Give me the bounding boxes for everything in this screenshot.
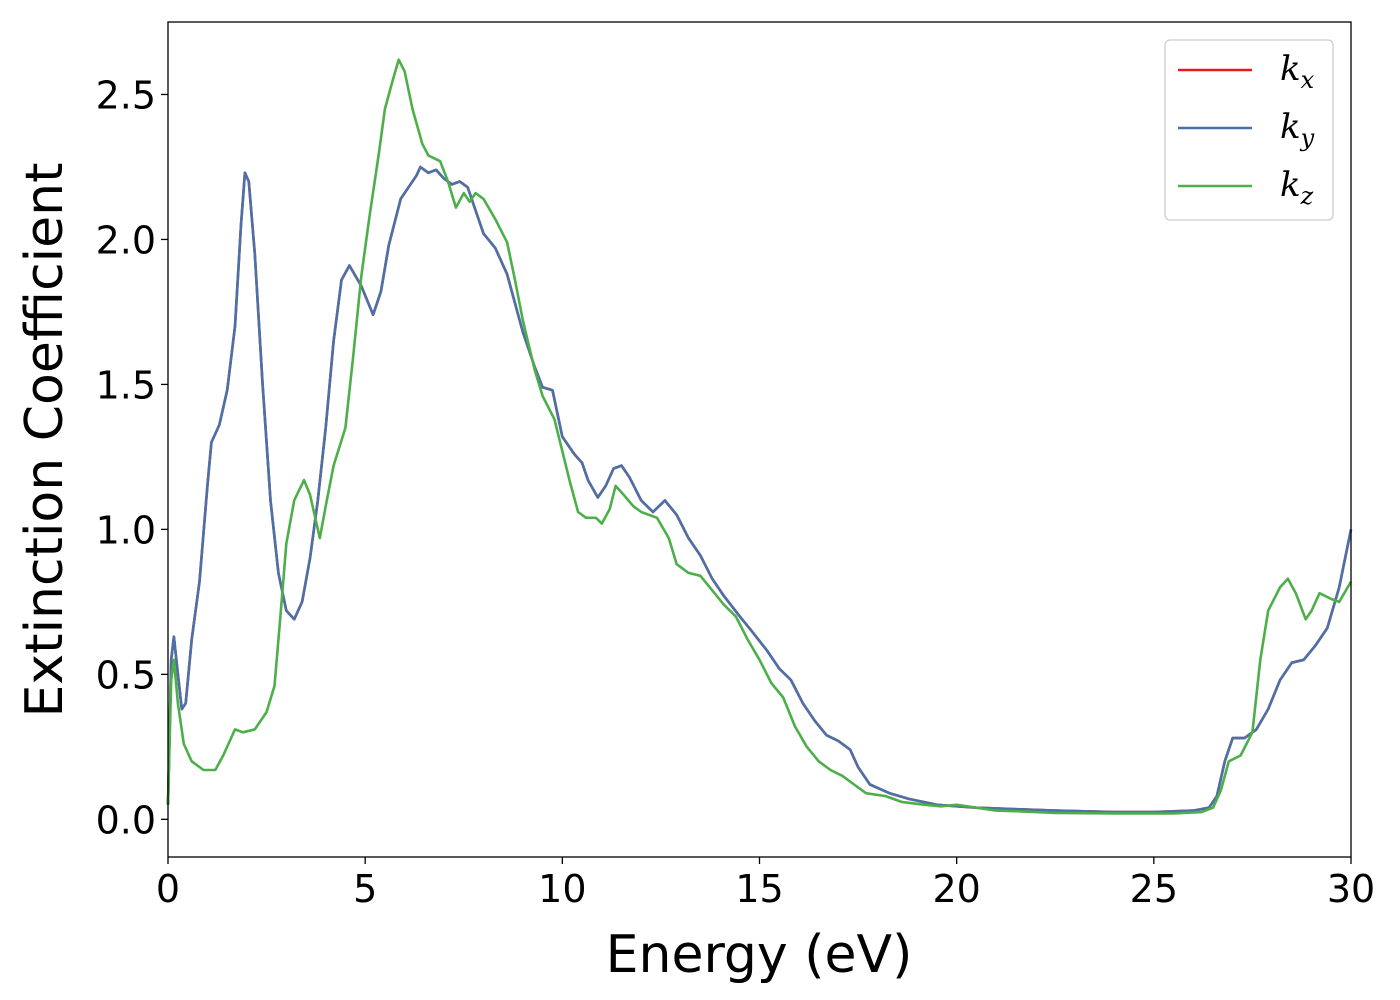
y-axis-title: Extinction Coefficient [15, 163, 75, 718]
x-tick-label: 30 [1327, 867, 1375, 911]
x-tick-label: 15 [735, 867, 783, 911]
x-tick-label: 0 [156, 867, 180, 911]
legend-label-kz: kz [1280, 165, 1314, 210]
series-line-kz [166, 58, 1353, 815]
series-line-ky [166, 165, 1353, 814]
legend-label-ky: ky [1280, 107, 1315, 152]
legend-label-kx: kx [1280, 49, 1315, 94]
y-tick-label: 2.5 [96, 73, 156, 117]
series-layer [166, 58, 1353, 815]
x-axis-title: Energy (eV) [606, 925, 913, 985]
y-tick-label: 1.0 [96, 508, 156, 552]
x-tick-label: 20 [932, 867, 980, 911]
x-axis: 0 5 10 15 20 25 30 [156, 857, 1375, 911]
legend-frame [1164, 39, 1334, 221]
y-tick-label: 0.5 [96, 653, 156, 697]
series-line-kx [166, 165, 1353, 814]
legend: kx ky kz [1164, 39, 1334, 221]
y-tick-label: 1.5 [96, 363, 156, 407]
x-tick-label: 5 [353, 867, 377, 911]
x-tick-label: 25 [1130, 867, 1178, 911]
y-tick-label: 2.0 [96, 218, 156, 262]
x-tick-label: 10 [538, 867, 586, 911]
y-axis: 0.0 0.5 1.0 1.5 2.0 2.5 [96, 73, 168, 842]
y-tick-label: 0.0 [96, 798, 156, 842]
